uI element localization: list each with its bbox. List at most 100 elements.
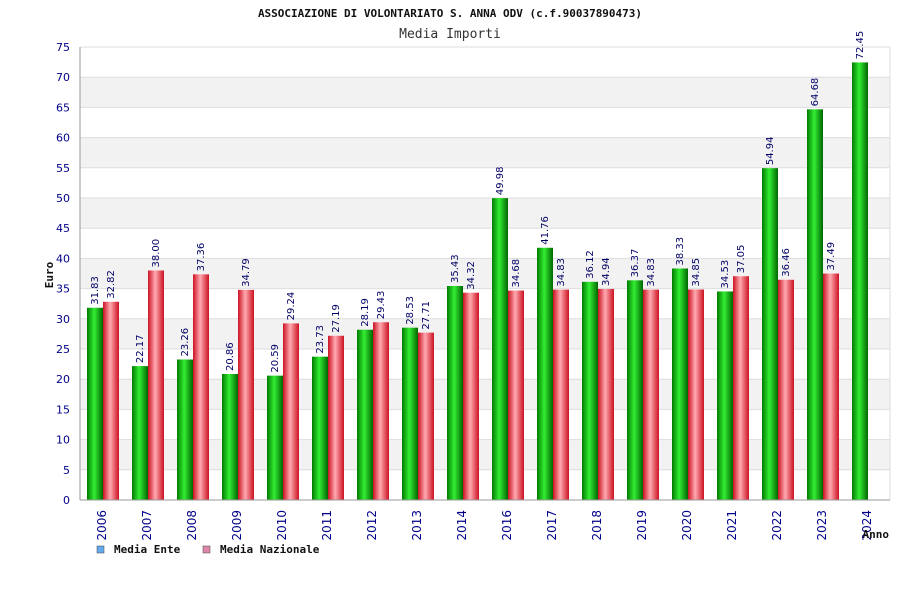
legend-label-media-nazionale: Media Nazionale bbox=[220, 543, 320, 556]
y-tick-label: 40 bbox=[56, 252, 70, 265]
bar-media-ente bbox=[852, 62, 868, 500]
y-tick-label: 55 bbox=[56, 162, 70, 175]
bar-media-ente bbox=[447, 286, 463, 500]
bar-media-nazionale bbox=[553, 289, 569, 500]
bar-media-ente bbox=[87, 307, 103, 500]
value-label-media-ente: 54.94 bbox=[765, 137, 776, 166]
plot-band bbox=[80, 439, 890, 470]
bar-media-ente bbox=[762, 168, 778, 500]
x-tick-label: 2017 bbox=[545, 510, 559, 541]
value-label-media-ente: 34.53 bbox=[720, 260, 731, 289]
x-tick-label: 2006 bbox=[95, 510, 109, 541]
bar-media-ente bbox=[537, 247, 553, 500]
value-label-media-nazionale: 37.36 bbox=[196, 243, 207, 272]
bar-media-nazionale bbox=[193, 274, 209, 500]
bar-media-ente bbox=[357, 329, 373, 500]
x-tick-label: 2021 bbox=[725, 510, 739, 541]
value-label-media-nazionale: 38.00 bbox=[151, 239, 162, 268]
value-label-media-ente: 22.17 bbox=[135, 334, 146, 363]
bar-media-ente bbox=[492, 198, 508, 501]
x-tick-label: 2014 bbox=[455, 510, 469, 541]
value-label-media-ente: 20.86 bbox=[225, 342, 236, 371]
y-axis-ticks: 0 5 10 15 20 25 30 35 40 45 50 55 60 65 70 75 bbox=[56, 41, 70, 507]
legend-swatch-media-nazionale bbox=[202, 545, 211, 554]
value-label-media-ente: 35.43 bbox=[450, 254, 461, 283]
y-tick-label: 10 bbox=[56, 434, 70, 447]
bar-media-ente bbox=[222, 374, 238, 500]
value-label-media-nazionale: 34.68 bbox=[511, 259, 522, 288]
y-tick-label: 65 bbox=[56, 101, 70, 114]
value-label-media-ente: 36.37 bbox=[630, 249, 641, 278]
value-label-media-nazionale: 34.79 bbox=[241, 258, 252, 287]
bar-media-ente bbox=[627, 280, 643, 500]
value-label-media-ente: 23.73 bbox=[315, 325, 326, 354]
bar-media-nazionale bbox=[103, 301, 119, 500]
value-label-media-nazionale: 27.71 bbox=[421, 301, 432, 330]
bar-media-nazionale bbox=[823, 273, 839, 500]
plot-band bbox=[80, 167, 890, 198]
bar-media-ente bbox=[312, 356, 328, 500]
value-label-media-nazionale: 37.05 bbox=[736, 245, 747, 274]
plot-band bbox=[80, 198, 890, 229]
x-tick-label: 2013 bbox=[410, 510, 424, 541]
plot-band bbox=[80, 47, 890, 78]
bar-media-ente bbox=[582, 281, 598, 500]
value-label-media-ente: 20.59 bbox=[270, 344, 281, 373]
plot-band bbox=[80, 349, 890, 380]
x-tick-label: 2023 bbox=[815, 510, 829, 541]
x-tick-label: 2018 bbox=[590, 510, 604, 541]
y-tick-label: 70 bbox=[56, 71, 70, 84]
bar-media-nazionale bbox=[688, 289, 704, 500]
value-label-media-nazionale: 34.85 bbox=[691, 258, 702, 287]
legend: Media Ente Media Nazionale bbox=[96, 543, 320, 556]
bar-media-ente bbox=[807, 109, 823, 501]
y-tick-label: 50 bbox=[56, 192, 70, 205]
bar-media-nazionale bbox=[238, 289, 254, 500]
plot-band bbox=[80, 409, 890, 440]
plot-band bbox=[80, 137, 890, 168]
x-tick-label: 2019 bbox=[635, 510, 649, 541]
plot-band bbox=[80, 228, 890, 259]
x-tick-label: 2016 bbox=[500, 510, 514, 541]
x-axis-ticks: 2006 2007 2008 2009 2010 2011 2012 2013 2014 2016… bbox=[95, 510, 874, 541]
value-label-media-nazionale: 27.19 bbox=[331, 304, 342, 333]
bar-media-nazionale bbox=[418, 332, 434, 500]
bar-media-nazionale bbox=[508, 290, 524, 500]
x-tick-label: 2010 bbox=[275, 510, 289, 541]
y-tick-label: 20 bbox=[56, 373, 70, 386]
value-label-media-ente: 23.26 bbox=[180, 328, 191, 357]
value-labels-layer: 31.83 32.82 22.17 38.00 23.26 37.36 20.86 34.79… bbox=[90, 31, 866, 373]
value-label-media-nazionale: 34.83 bbox=[646, 258, 657, 287]
value-label-media-ente: 31.83 bbox=[90, 276, 101, 305]
bar-media-ente bbox=[177, 359, 193, 500]
x-tick-label: 2024 bbox=[860, 510, 874, 541]
chart-subtitle: Media Importi bbox=[399, 27, 501, 42]
x-tick-label: 2008 bbox=[185, 510, 199, 541]
bar-media-nazionale bbox=[598, 288, 614, 500]
value-label-media-nazionale: 32.82 bbox=[106, 270, 117, 299]
value-label-media-ente: 72.45 bbox=[855, 31, 866, 60]
value-label-media-ente: 64.68 bbox=[810, 78, 821, 107]
x-tick-label: 2009 bbox=[230, 510, 244, 541]
bar-media-nazionale bbox=[733, 276, 749, 500]
y-tick-label: 60 bbox=[56, 132, 70, 145]
y-tick-label: 15 bbox=[56, 403, 70, 416]
bar-media-ente bbox=[672, 268, 688, 500]
chart-title: ASSOCIAZIONE DI VOLONTARIATO S. ANNA ODV… bbox=[258, 7, 642, 20]
value-label-media-nazionale: 34.32 bbox=[466, 261, 477, 290]
value-label-media-ente: 28.53 bbox=[405, 296, 416, 325]
plot-band bbox=[80, 77, 890, 108]
plot-band bbox=[80, 258, 890, 289]
value-label-media-nazionale: 29.24 bbox=[286, 292, 297, 321]
bar-media-nazionale bbox=[328, 335, 344, 500]
y-tick-label: 25 bbox=[56, 343, 70, 356]
plot-background bbox=[80, 46, 891, 501]
y-axis-label: Euro bbox=[43, 261, 56, 288]
y-tick-label: 75 bbox=[56, 41, 70, 54]
bars-layer bbox=[87, 62, 868, 501]
plot-band bbox=[80, 288, 890, 319]
bar-media-ente bbox=[267, 375, 283, 500]
plot-band bbox=[80, 107, 890, 138]
bar-media-nazionale bbox=[373, 322, 389, 500]
